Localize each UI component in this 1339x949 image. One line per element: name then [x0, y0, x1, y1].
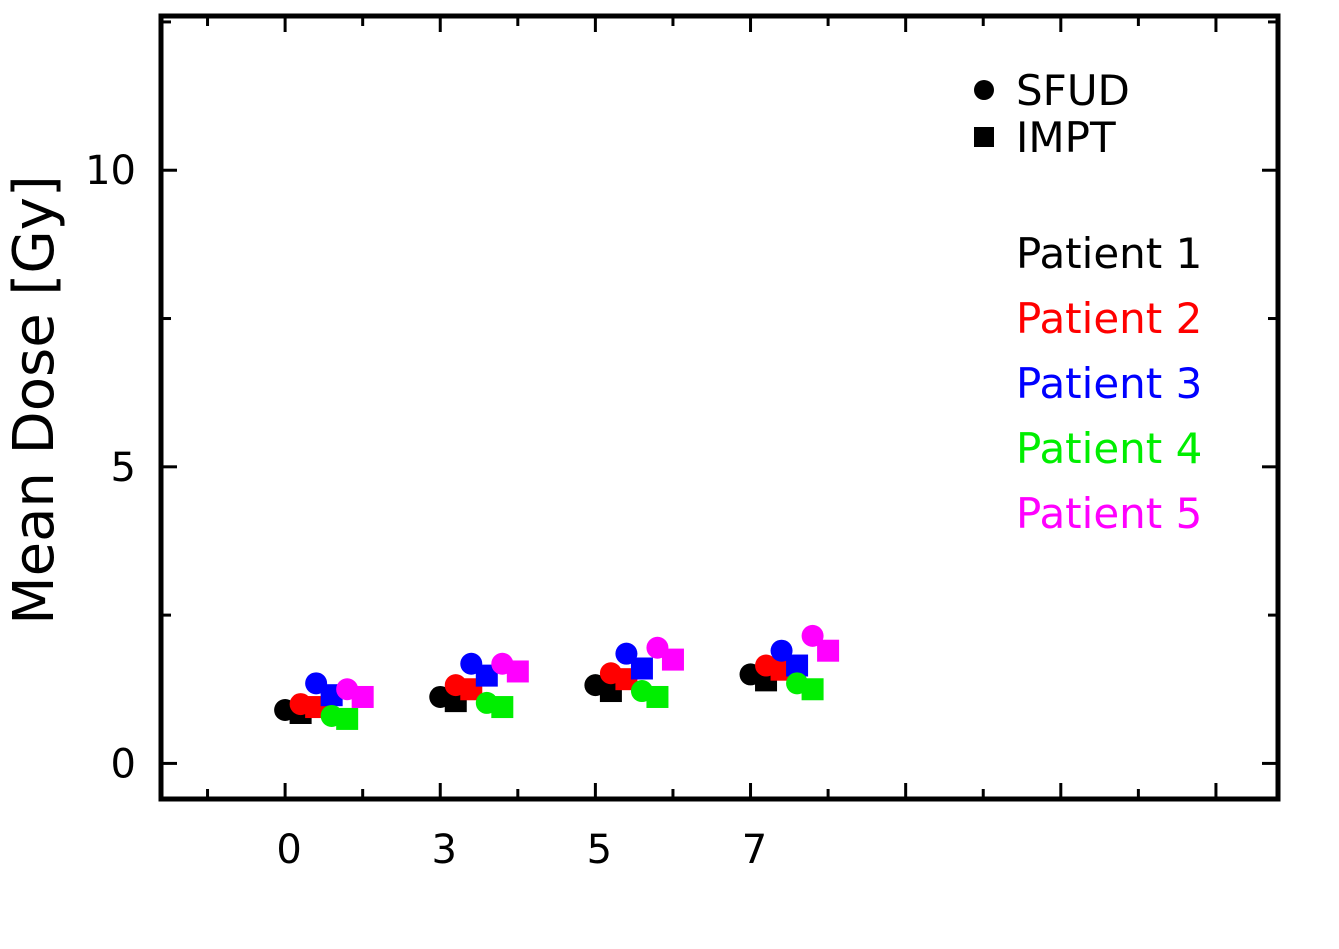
legend-series-label: Patient 4: [1016, 424, 1202, 473]
x-tick-label: 5: [587, 827, 612, 873]
impt-point: [801, 678, 824, 701]
impt-point: [646, 685, 669, 708]
legend-series-label: Patient 1: [1016, 229, 1202, 278]
impt-point: [630, 657, 653, 680]
x-tick-label: 7: [742, 827, 767, 873]
impt-point: [661, 648, 684, 671]
legend-marker-label: IMPT: [1016, 113, 1116, 162]
x-tick-label: 3: [432, 827, 457, 873]
axis-tick-labels: 0 3 5 7 0 5 10: [85, 148, 767, 873]
impt-point: [817, 639, 840, 662]
y-tick-label: 10: [85, 148, 136, 194]
x-tick-label: 0: [276, 827, 301, 873]
y-tick-label: 0: [111, 741, 136, 787]
legend-series-label: Patient 2: [1016, 294, 1202, 343]
legend-square-marker: [974, 127, 994, 147]
y-tick-label: 5: [111, 445, 136, 491]
impt-point: [336, 707, 359, 730]
legend-series-label: Patient 3: [1016, 359, 1202, 408]
impt-point: [491, 696, 514, 719]
legend-marker-label: SFUD: [1016, 66, 1130, 115]
data-points: [274, 624, 840, 730]
impt-point: [475, 664, 498, 687]
y-axis-label: Mean Dose [Gy]: [2, 175, 67, 624]
impt-point: [506, 660, 529, 683]
plot-frame: [158, 13, 1281, 802]
impt-point: [786, 654, 809, 677]
impt-point: [351, 685, 374, 708]
axis-ticks: [161, 16, 1278, 799]
legend-circle-marker: [974, 80, 994, 100]
legend-series-label: Patient 5: [1016, 489, 1202, 538]
